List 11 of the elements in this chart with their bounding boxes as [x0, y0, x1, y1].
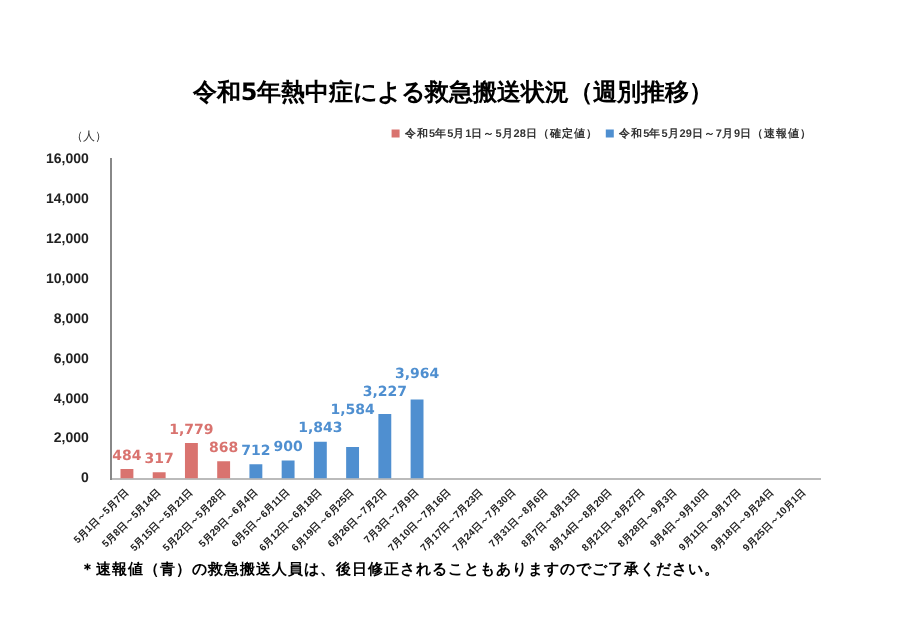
bar: [410, 399, 424, 479]
bar: [313, 441, 327, 479]
bar: [184, 443, 198, 479]
bar: [281, 460, 295, 479]
bar: [346, 446, 360, 479]
bar: [249, 464, 263, 479]
bar: [152, 472, 166, 479]
bar: [120, 468, 134, 479]
chart-title: 令和5年熱中症による救急搬送状況（週別推移）: [190, 76, 716, 110]
bar: [217, 461, 231, 479]
bar: [378, 414, 392, 479]
